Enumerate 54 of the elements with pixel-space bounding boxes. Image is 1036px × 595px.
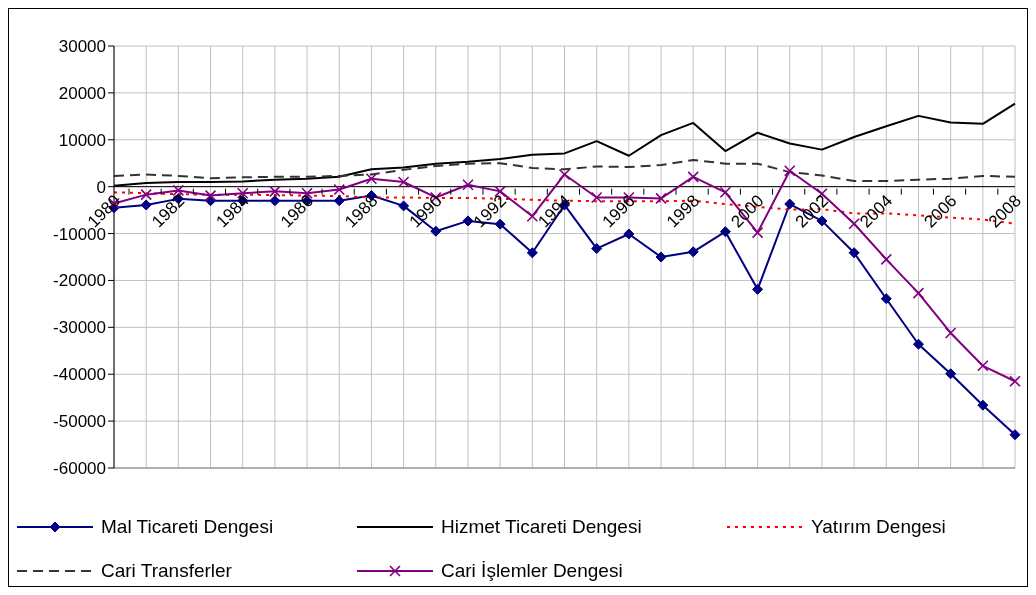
- point: [526, 247, 538, 259]
- point: [140, 199, 152, 211]
- point: [719, 186, 732, 199]
- point: [397, 176, 410, 188]
- point: [945, 368, 957, 380]
- point: [848, 247, 860, 259]
- point: [558, 168, 571, 181]
- point: [944, 327, 957, 339]
- point: [655, 251, 667, 263]
- point: [1009, 429, 1021, 441]
- y-tick-label: 30000: [58, 37, 106, 57]
- legend-label: Hizmet Ticareti Dengesi: [441, 516, 642, 538]
- point: [655, 192, 667, 205]
- point: [687, 246, 699, 258]
- legend-label: Mal Ticareti Dengesi: [101, 516, 274, 538]
- point: [140, 188, 152, 201]
- point: [880, 293, 892, 305]
- y-tick-label: 20000: [58, 83, 106, 103]
- y-tick-label: 0: [96, 177, 106, 197]
- legend-label: Cari Transferler: [101, 560, 232, 582]
- legend-label: Cari İşlemler Dengesi: [441, 560, 623, 582]
- point: [912, 338, 924, 350]
- line-series: [113, 158, 1016, 183]
- point: [687, 171, 700, 183]
- point: [591, 243, 603, 255]
- y-tick-label: -40000: [53, 365, 106, 385]
- point: [333, 195, 345, 207]
- point: [462, 178, 474, 191]
- y-tick-label: -30000: [53, 318, 106, 338]
- legend-label: Yatırım Dengesi: [811, 516, 946, 538]
- point: [590, 191, 603, 204]
- point: [462, 215, 474, 227]
- point: [977, 359, 989, 372]
- point: [269, 185, 281, 198]
- point: [1009, 375, 1021, 388]
- point: [784, 198, 796, 210]
- point: [848, 217, 860, 230]
- point: [204, 189, 217, 202]
- point: [719, 226, 731, 238]
- point: [912, 287, 925, 299]
- point: [977, 399, 989, 411]
- point: [365, 172, 378, 185]
- y-tick-label: -60000: [53, 459, 106, 479]
- point: [783, 164, 796, 177]
- point: [623, 228, 635, 240]
- y-tick-label: -50000: [53, 412, 106, 432]
- y-tick-label: 10000: [58, 130, 106, 150]
- point: [880, 253, 893, 266]
- point: [398, 200, 410, 212]
- point: [269, 195, 281, 207]
- point: [752, 283, 764, 295]
- y-tick-label: -20000: [53, 271, 106, 291]
- point: [526, 210, 539, 223]
- point: [333, 183, 346, 196]
